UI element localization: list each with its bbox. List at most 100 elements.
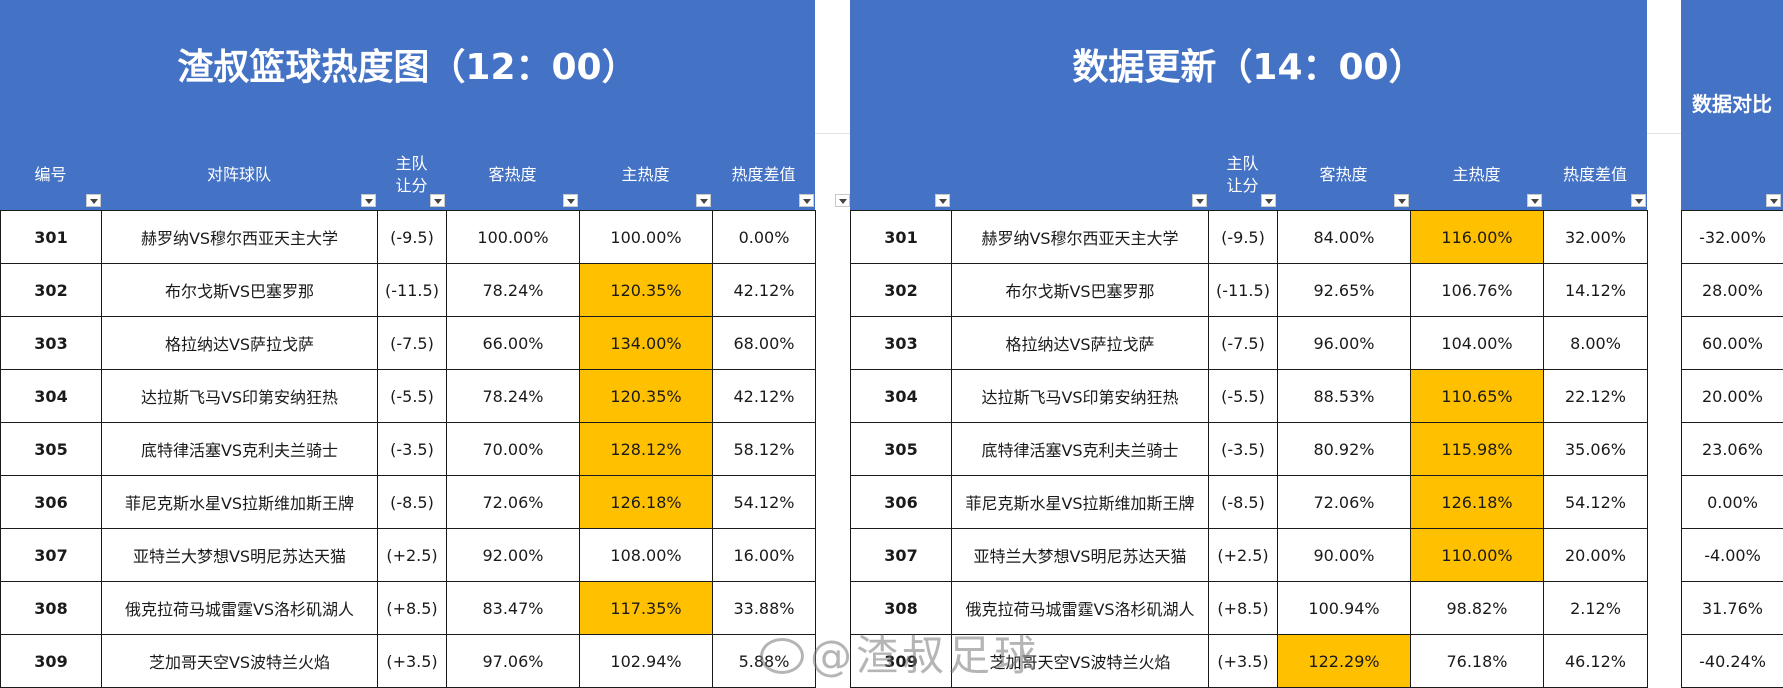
table-row: 28.00% bbox=[1681, 263, 1783, 317]
handicap-value: (-7.5) bbox=[1208, 316, 1278, 370]
away-heat-value: 100.00% bbox=[446, 210, 580, 264]
match-teams: 布尔戈斯VS巴塞罗那 bbox=[101, 263, 378, 317]
match-id: 305 bbox=[0, 422, 102, 476]
away-heat-value: 78.24% bbox=[446, 263, 580, 317]
table-row: 302 布尔戈斯VS巴塞罗那 (-11.5) 78.24% 120.35% 42.12% bbox=[0, 263, 816, 317]
compare-title: 数据对比 bbox=[1692, 92, 1772, 116]
filter-dropdown-match-2[interactable] bbox=[1192, 194, 1207, 207]
left-header-banner: 渣叔篮球热度图（12：00） bbox=[0, 0, 815, 210]
match-id: 309 bbox=[850, 634, 952, 688]
match-teams: 格拉纳达VS萨拉戈萨 bbox=[951, 316, 1209, 370]
table-row: 304 达拉斯飞马VS印第安纳狂热 (-5.5) 88.53% 110.65% 22.12… bbox=[850, 369, 1648, 423]
left-data-table: 301 赫罗纳VS穆尔西亚天主大学 (-9.5) 100.00% 100.00% 0.00… bbox=[0, 210, 816, 688]
filter-dropdown-id-2[interactable] bbox=[935, 194, 950, 207]
table-row: 60.00% bbox=[1681, 316, 1783, 370]
home-heat-value: 76.18% bbox=[1410, 634, 1544, 688]
compare-value: -40.24% bbox=[1681, 634, 1783, 688]
compare-value: -32.00% bbox=[1681, 210, 1783, 264]
compare-header-banner: 数据对比 bbox=[1681, 0, 1783, 210]
match-id: 301 bbox=[0, 210, 102, 264]
filter-dropdown-match[interactable] bbox=[361, 194, 376, 207]
match-teams: 菲尼克斯水星VS拉斯维加斯王牌 bbox=[101, 475, 378, 529]
filter-dropdown-diff-2[interactable] bbox=[1631, 194, 1646, 207]
col-header-handicap: 主队 让分 bbox=[395, 154, 428, 195]
away-heat-value: 92.65% bbox=[1277, 263, 1411, 317]
col-header-home-heat: 主热度 bbox=[621, 165, 670, 184]
home-heat-value: 120.35% bbox=[579, 263, 713, 317]
match-teams: 赫罗纳VS穆尔西亚天主大学 bbox=[101, 210, 378, 264]
filter-dropdown-home-2[interactable] bbox=[1527, 194, 1542, 207]
handicap-value: (-3.5) bbox=[377, 422, 447, 476]
handicap-value: (-8.5) bbox=[1208, 475, 1278, 529]
table-row: 302 布尔戈斯VS巴塞罗那 (-11.5) 92.65% 106.76% 14.12% bbox=[850, 263, 1648, 317]
home-heat-value: 134.00% bbox=[579, 316, 713, 370]
filter-dropdown-compare[interactable] bbox=[1766, 194, 1781, 207]
match-id: 308 bbox=[850, 581, 952, 635]
filter-dropdown-id[interactable] bbox=[86, 194, 101, 207]
col-header-heat-diff: 热度差值 bbox=[731, 165, 796, 184]
heat-diff-value: 32.00% bbox=[1543, 210, 1648, 264]
filter-dropdown-away-2[interactable] bbox=[1394, 194, 1409, 207]
right-data-table: 301 赫罗纳VS穆尔西亚天主大学 (-9.5) 84.00% 116.00% 32.00… bbox=[850, 210, 1648, 688]
gap-gridline-2 bbox=[1647, 133, 1681, 134]
match-id: 303 bbox=[0, 316, 102, 370]
away-heat-value: 72.06% bbox=[446, 475, 580, 529]
heat-diff-value: 5.88% bbox=[712, 634, 816, 688]
compare-value: 23.06% bbox=[1681, 422, 1783, 476]
handicap-value: (-5.5) bbox=[1208, 369, 1278, 423]
match-id: 303 bbox=[850, 316, 952, 370]
heat-diff-value: 35.06% bbox=[1543, 422, 1648, 476]
match-id: 308 bbox=[0, 581, 102, 635]
table-row: 23.06% bbox=[1681, 422, 1783, 476]
match-teams: 芝加哥天空VS波特兰火焰 bbox=[951, 634, 1209, 688]
match-id: 304 bbox=[0, 369, 102, 423]
home-heat-value: 115.98% bbox=[1410, 422, 1544, 476]
filter-dropdown-handicap-2[interactable] bbox=[1261, 194, 1276, 207]
table-row: 307 亚特兰大梦想VS明尼苏达天猫 (+2.5) 90.00% 110.00% 20.0… bbox=[850, 528, 1648, 582]
home-heat-value: 110.65% bbox=[1410, 369, 1544, 423]
compare-value: 28.00% bbox=[1681, 263, 1783, 317]
handicap-value: (+3.5) bbox=[1208, 634, 1278, 688]
handicap-value: (-11.5) bbox=[377, 263, 447, 317]
away-heat-value: 90.00% bbox=[1277, 528, 1411, 582]
away-heat-value: 97.06% bbox=[446, 634, 580, 688]
filter-dropdown-gap[interactable] bbox=[835, 194, 850, 207]
table-row: 308 俄克拉荷马城雷霆VS洛杉矶湖人 (+8.5) 83.47% 117.35% 33.… bbox=[0, 581, 816, 635]
match-teams: 亚特兰大梦想VS明尼苏达天猫 bbox=[951, 528, 1209, 582]
match-teams: 俄克拉荷马城雷霆VS洛杉矶湖人 bbox=[951, 581, 1209, 635]
match-id: 307 bbox=[850, 528, 952, 582]
col-header-id: 编号 bbox=[34, 165, 67, 184]
table-row: 303 格拉纳达VS萨拉戈萨 (-7.5) 96.00% 104.00% 8.00% bbox=[850, 316, 1648, 370]
match-id: 304 bbox=[850, 369, 952, 423]
table-row: 20.00% bbox=[1681, 369, 1783, 423]
col-header-handicap-2: 主队 让分 bbox=[1226, 154, 1259, 195]
match-id: 301 bbox=[850, 210, 952, 264]
filter-dropdown-handicap[interactable] bbox=[430, 194, 445, 207]
away-heat-value: 100.94% bbox=[1277, 581, 1411, 635]
away-heat-value: 83.47% bbox=[446, 581, 580, 635]
match-id: 309 bbox=[0, 634, 102, 688]
home-heat-value: 126.18% bbox=[579, 475, 713, 529]
heat-diff-value: 58.12% bbox=[712, 422, 816, 476]
handicap-value: (-11.5) bbox=[1208, 263, 1278, 317]
match-teams: 格拉纳达VS萨拉戈萨 bbox=[101, 316, 378, 370]
heat-diff-value: 14.12% bbox=[1543, 263, 1648, 317]
filter-dropdown-away[interactable] bbox=[563, 194, 578, 207]
right-header-banner: 数据更新（14：00） bbox=[850, 0, 1647, 210]
heat-diff-value: 16.00% bbox=[712, 528, 816, 582]
home-heat-value: 120.35% bbox=[579, 369, 713, 423]
handicap-value: (+8.5) bbox=[1208, 581, 1278, 635]
handicap-value: (+8.5) bbox=[377, 581, 447, 635]
col-header-away-heat-2: 客热度 bbox=[1319, 165, 1368, 184]
home-heat-value: 106.76% bbox=[1410, 263, 1544, 317]
filter-dropdown-home[interactable] bbox=[696, 194, 711, 207]
table-row: 31.76% bbox=[1681, 581, 1783, 635]
handicap-value: (-3.5) bbox=[1208, 422, 1278, 476]
home-heat-value: 102.94% bbox=[579, 634, 713, 688]
home-heat-value: 100.00% bbox=[579, 210, 713, 264]
filter-dropdown-diff[interactable] bbox=[799, 194, 814, 207]
match-teams: 底特律活塞VS克利夫兰骑士 bbox=[101, 422, 378, 476]
match-teams: 菲尼克斯水星VS拉斯维加斯王牌 bbox=[951, 475, 1209, 529]
left-title: 渣叔篮球热度图（12：00） bbox=[177, 47, 638, 88]
col-header-match: 对阵球队 bbox=[206, 165, 271, 184]
